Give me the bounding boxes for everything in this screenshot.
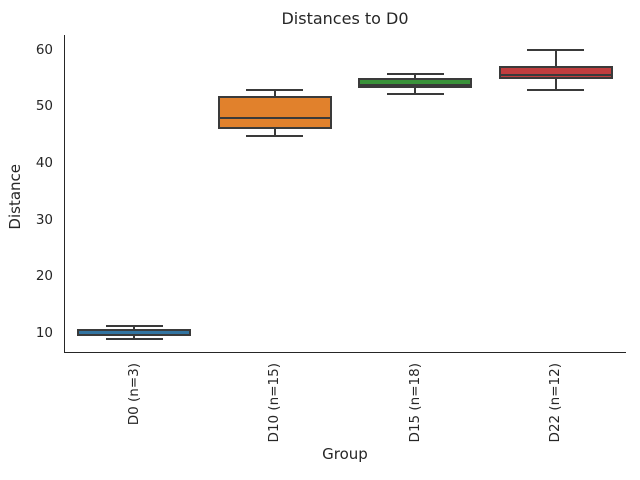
whisker-cap-upper-d10 — [246, 89, 304, 92]
y-tick-label-30: 30 — [35, 211, 53, 228]
whisker-lower-d22 — [554, 79, 557, 90]
whisker-lower-d10 — [273, 129, 276, 137]
whisker-lower-d15 — [414, 87, 417, 94]
x-tick-label-d15: D15 (n=18) — [406, 363, 423, 443]
whisker-lower-d0 — [133, 336, 136, 339]
whisker-cap-lower-d10 — [246, 135, 304, 138]
y-tick-label-60: 60 — [35, 41, 53, 58]
whisker-upper-d15 — [414, 74, 417, 78]
whisker-cap-upper-d22 — [527, 49, 585, 52]
plot-area — [64, 35, 626, 353]
median-d15 — [360, 83, 471, 86]
x-tick-label-d0: D0 (n=3) — [125, 363, 142, 426]
y-tick-label-10: 10 — [35, 324, 53, 341]
y-tick-label-50: 50 — [35, 98, 53, 115]
whisker-cap-lower-d0 — [105, 337, 163, 340]
whisker-cap-lower-d15 — [386, 92, 444, 95]
box-d22 — [498, 65, 613, 80]
y-tick-label-20: 20 — [35, 268, 53, 285]
box-d10 — [217, 96, 332, 130]
median-d22 — [500, 73, 611, 76]
chart-title: Distances to D0 — [281, 9, 409, 28]
y-tick-label-40: 40 — [35, 154, 53, 171]
whisker-upper-d10 — [273, 90, 276, 97]
x-tick-label-d22: D22 (n=12) — [547, 363, 564, 443]
whisker-upper-d0 — [133, 325, 136, 330]
box-d15 — [358, 78, 473, 88]
whisker-cap-lower-d22 — [527, 88, 585, 91]
box-d0 — [77, 329, 192, 337]
median-d10 — [219, 117, 330, 120]
whisker-cap-upper-d0 — [105, 324, 163, 327]
whisker-cap-upper-d15 — [386, 73, 444, 76]
x-tick-label-d10: D10 (n=15) — [266, 363, 283, 443]
x-axis-label: Group — [322, 445, 368, 463]
whisker-upper-d22 — [554, 50, 557, 66]
